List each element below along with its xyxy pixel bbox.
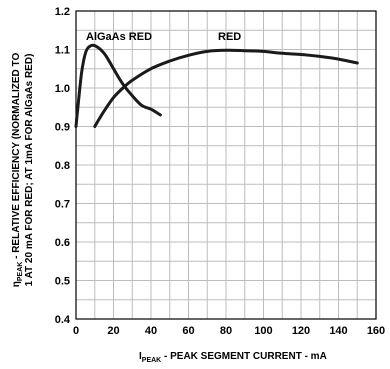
y-tick-label: 0.5 <box>55 276 70 288</box>
y-tick-label: 1.1 <box>55 45 70 57</box>
x-tick-label: 60 <box>182 325 194 337</box>
y-axis-title-line-1: ηPEAK - RELATIVE EFFICIENCY (NORMALIZED … <box>11 53 24 288</box>
x-tick-label: 0 <box>73 325 79 337</box>
y-tick-label: 0.8 <box>55 160 70 172</box>
y-tick-label: 0.7 <box>55 199 70 211</box>
y-axis-title-line-2: 1 AT 20 mA FOR RED; AT 1mA FOR AlGaAs RE… <box>24 54 35 287</box>
grid <box>76 11 376 319</box>
red-curve <box>93 48 359 128</box>
y-axis-title: ηPEAK - RELATIVE EFFICIENCY (NORMALIZED … <box>11 53 35 288</box>
y-tick-label: 0.6 <box>55 237 70 249</box>
x-tick-label: 140 <box>329 325 347 337</box>
series-label-red: RED <box>218 31 241 43</box>
y-tick-label: 0.9 <box>55 122 70 134</box>
x-tick-label: 80 <box>220 325 232 337</box>
y-tick-label: 1.2 <box>55 6 70 18</box>
x-axis-title-text: - PEAK SEGMENT CURRENT - mA <box>161 351 327 362</box>
series-layer <box>74 43 359 128</box>
x-axis-title: IPEAK - PEAK SEGMENT CURRENT - mA <box>139 351 327 364</box>
x-tick-label: 160 <box>367 325 385 337</box>
x-tick-label: 40 <box>145 325 157 337</box>
algaas-red-curve <box>74 43 162 128</box>
x-axis-title-subscript: PEAK <box>142 357 161 364</box>
y-tick-label: 1.0 <box>55 83 70 95</box>
y-axis-title-line-1-text: - RELATIVE EFFICIENCY (NORMALIZED TO <box>11 53 22 262</box>
x-tick-label: 120 <box>292 325 310 337</box>
tick-labels: 0 20 40 60 80 100 120 140 160 0.4 0.5 0.6 0.7 0.8 0.9 1… <box>55 6 385 337</box>
y-axis-title-subscript: PEAK <box>17 262 24 281</box>
y-tick-label: 0.4 <box>55 314 71 326</box>
x-tick-label: 20 <box>107 325 119 337</box>
plot-frame <box>75 10 377 320</box>
series-label-algaas-red: AlGaAs RED <box>86 31 152 43</box>
x-tick-label: 100 <box>254 325 272 337</box>
